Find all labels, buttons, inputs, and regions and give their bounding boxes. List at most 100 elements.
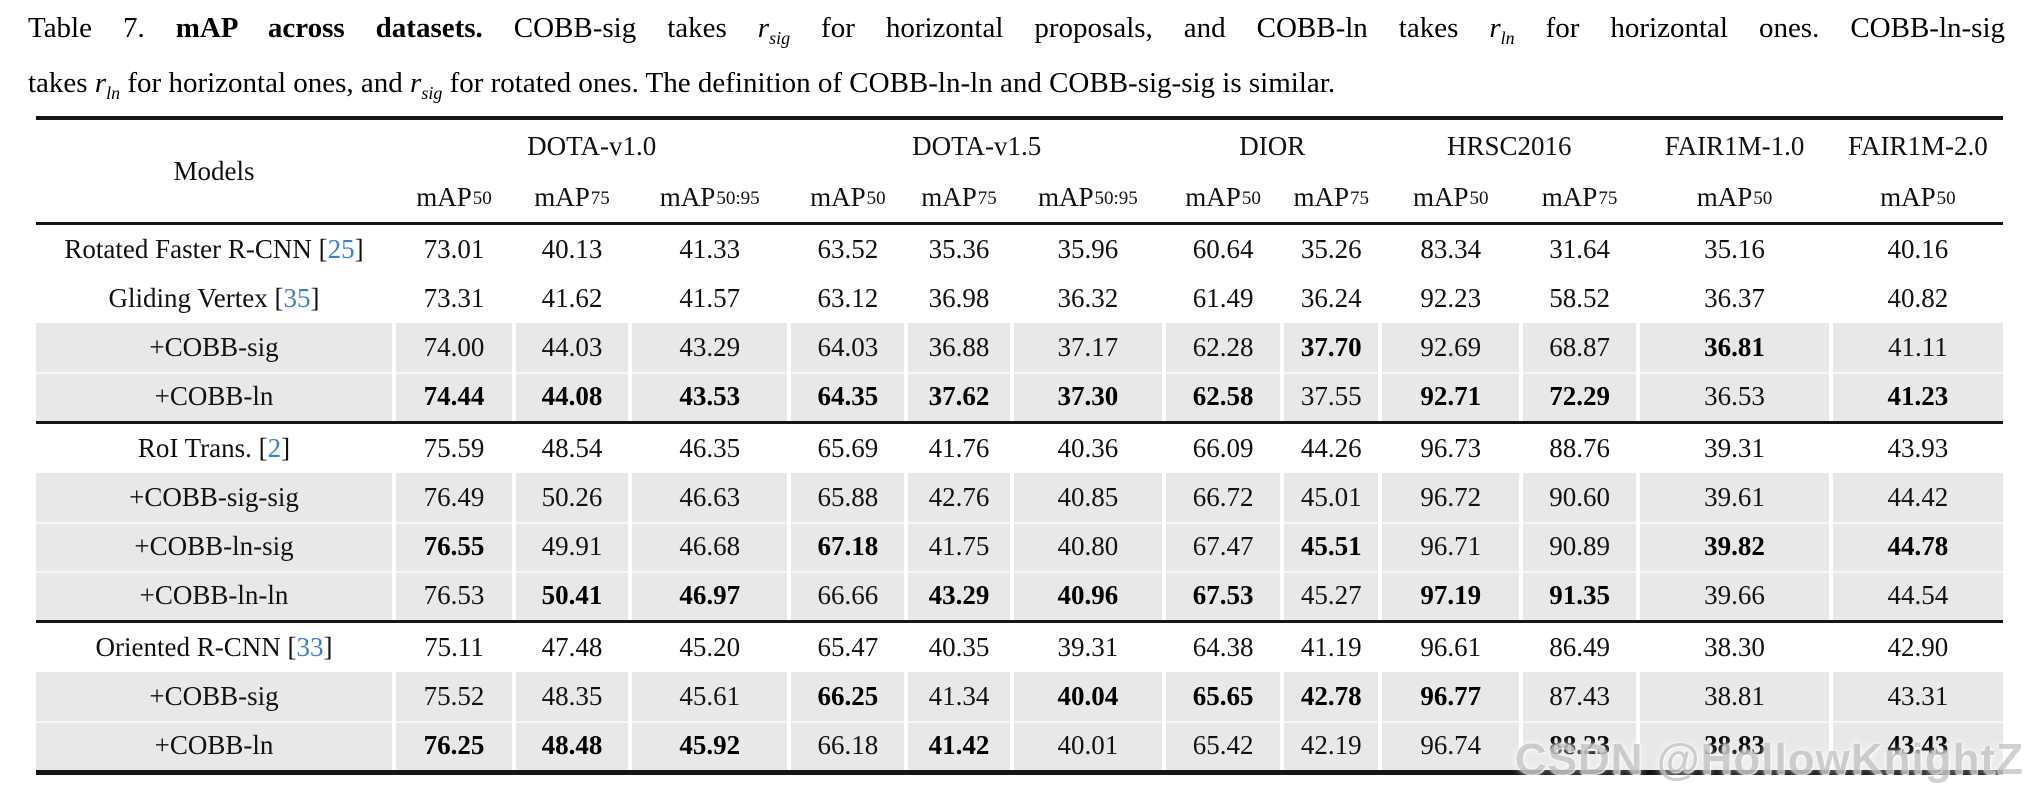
value-cell: 46.35 [628,424,787,473]
math-symbol: r [94,66,107,99]
value-cell: 37.62 [904,372,1010,421]
math-subscript: sig [421,82,443,103]
metric-name: mAP [659,181,716,212]
model-name-cell: +COBB-ln [36,721,393,770]
value-cell: 88.23 [1519,721,1637,770]
model-name: +COBB-ln [154,730,274,760]
caption-text: mAP across datasets. [175,12,483,44]
model-name: +COBB-sig-sig [129,482,299,512]
value-cell: 35.96 [1009,225,1162,274]
citation-link[interactable]: 2 [267,433,282,463]
value-cell: 58.52 [1519,274,1636,323]
column-group-header: FAIR1M-1.0 [1636,120,1829,172]
value-cell: 39.82 [1636,522,1829,571]
model-name-cell: RoI Trans. [2] [36,424,392,473]
value-cell: 97.19 [1378,571,1520,620]
value-cell: 41.23 [1828,372,2003,421]
model-name: +COBB-ln-sig [134,531,294,561]
metric-name: mAP [1541,181,1598,212]
citation-bracket-open: [ [318,234,328,264]
caption-text: Table 7. [28,12,176,44]
value-cell: 90.60 [1519,473,1637,522]
math-symbol: r [410,66,422,99]
value-cell: 46.97 [628,571,788,620]
metric-threshold: 75 [977,188,997,209]
column-group-header: HRSC2016 [1378,120,1636,172]
caption-text: for horizontal ones. COBB-ln-sig [1514,12,2006,44]
value-cell: 40.13 [512,225,628,274]
value-cell: 37.17 [1009,323,1163,372]
caption-text: for rotated ones. The definition of COBB… [442,66,1336,99]
value-cell: 40.96 [1009,571,1163,620]
metric-name: mAP [1880,181,1936,212]
value-cell: 87.43 [1519,672,1637,721]
value-cell: 47.48 [512,623,628,672]
citation-link[interactable]: 33 [296,632,324,662]
metric-name: mAP [1412,181,1469,212]
watermark: CSDN @HollowKnightZ [1514,735,2024,784]
math-symbol: r [1489,12,1501,44]
horizontal-rule [36,421,2003,424]
metric-threshold: 50 [866,188,886,209]
metric-name: mAP [534,181,590,212]
model-name: +COBB-sig [149,681,279,711]
metric-name: mAP [810,181,866,212]
value-cell: 66.72 [1162,473,1281,522]
value-cell: 40.85 [1009,473,1163,522]
model-name-cell: Gliding Vertex [35] [36,274,392,323]
value-cell: 44.54 [1828,571,2003,620]
value-cell: 45.20 [628,623,787,672]
value-cell: 40.35 [904,623,1009,672]
metric-header: mAP 75 [904,172,1009,222]
value-cell: 48.54 [512,424,628,473]
model-name-cell: +COBB-ln-ln [36,571,393,620]
caption-line: Table 7. mAP across datasets. COBB-sig t… [28,6,2005,61]
value-cell: 40.36 [1009,424,1162,473]
math-subscript: ln [106,82,121,103]
caption-text: COBB-sig takes [482,12,758,44]
value-cell: 44.03 [512,323,629,372]
value-cell: 37.70 [1280,323,1379,372]
value-cell: 92.71 [1378,372,1520,421]
value-cell: 66.66 [787,571,905,620]
citation-bracket-close: ] [281,433,291,463]
column-group-header: DOTA-v1.5 [787,120,1162,172]
citation-link[interactable]: 35 [283,283,311,313]
citation-bracket [281,632,288,663]
citation-bracket [252,433,259,464]
value-cell: 39.66 [1636,571,1829,620]
metric-name: mAP [1696,181,1753,212]
model-name-cell: +COBB-ln-sig [36,522,393,571]
value-cell: 96.74 [1378,721,1520,770]
value-cell: 41.76 [904,424,1009,473]
value-cell: 45.01 [1280,473,1379,522]
value-cell: 44.42 [1828,473,2003,522]
value-cell: 42.78 [1280,672,1379,721]
value-cell: 65.65 [1162,672,1281,721]
metric-threshold: 75 [1350,188,1370,209]
value-cell: 38.83 [1636,721,1829,770]
results-table: Models DOTA-v1.0 DOTA-v1.5 DIOR HRSC2016 FAIR… [36,116,2003,775]
caption-text: for horizontal ones, and [120,66,411,99]
value-cell: 42.19 [1280,721,1379,770]
value-cell: 62.58 [1162,372,1281,421]
value-cell: 76.25 [392,721,512,770]
value-cell: 36.81 [1636,323,1829,372]
value-cell: 65.42 [1162,721,1281,770]
value-cell: 67.18 [787,522,905,571]
value-cell: 41.34 [904,672,1010,721]
model-name-cell: +COBB-sig-sig [36,473,393,522]
value-cell: 46.63 [628,473,788,522]
model-name-cell: +COBB-sig [36,323,393,372]
value-cell: 74.00 [392,323,512,372]
value-cell: 43.43 [1828,721,2003,770]
horizontal-rule [36,222,2003,225]
value-cell: 64.35 [787,372,905,421]
citation-link[interactable]: 25 [327,234,355,264]
metric-header: mAP 50:95 [628,172,787,222]
value-cell: 45.51 [1280,522,1379,571]
metric-header: mAP 75 [512,172,628,222]
model-name: +COBB-ln [154,381,274,411]
value-cell: 96.71 [1378,522,1520,571]
value-cell: 61.49 [1162,274,1280,323]
